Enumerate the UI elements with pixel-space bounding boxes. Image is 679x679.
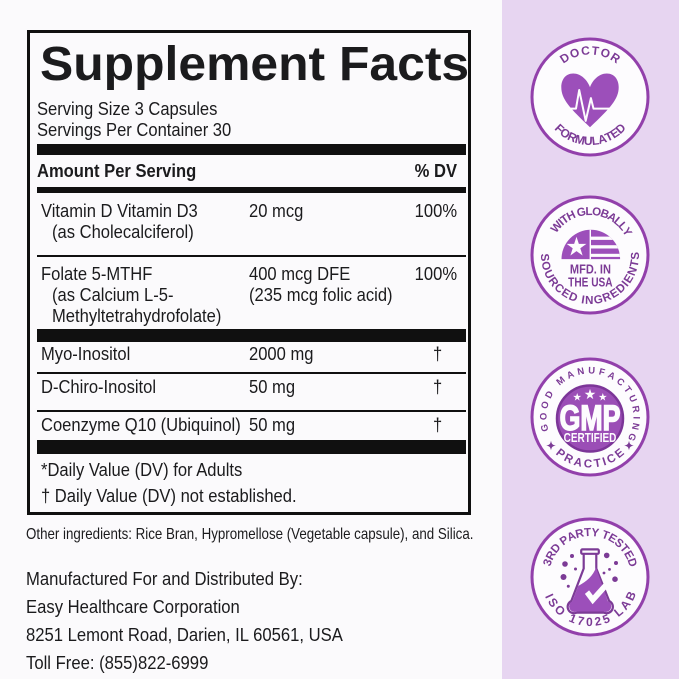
svg-text:G: G bbox=[576, 205, 587, 220]
svg-text:O: O bbox=[538, 413, 549, 421]
svg-text:I: I bbox=[619, 278, 631, 289]
svg-text:CERTIFIED: CERTIFIED bbox=[564, 432, 617, 445]
svg-text:D: D bbox=[625, 556, 640, 568]
svg-text:I: I bbox=[601, 455, 608, 468]
svg-text:THE USA: THE USA bbox=[568, 275, 613, 289]
svg-text:S: S bbox=[629, 252, 642, 260]
svg-text:A: A bbox=[596, 131, 609, 147]
svg-text:O: O bbox=[599, 44, 612, 60]
svg-text:MFD. IN: MFD. IN bbox=[570, 262, 611, 277]
svg-text:I: I bbox=[556, 216, 567, 228]
svg-text:A: A bbox=[606, 370, 617, 383]
svg-text:T: T bbox=[584, 526, 592, 539]
svg-text:U: U bbox=[626, 393, 639, 404]
svg-text:M: M bbox=[574, 131, 587, 147]
svg-text:B: B bbox=[599, 207, 611, 222]
svg-text:T: T bbox=[591, 43, 601, 58]
svg-text:O: O bbox=[538, 260, 553, 272]
svg-text:7: 7 bbox=[576, 614, 586, 629]
svg-text:N: N bbox=[576, 366, 585, 378]
svg-text:T: T bbox=[600, 528, 611, 543]
svg-text:C: C bbox=[580, 43, 590, 58]
svg-text:N: N bbox=[629, 422, 641, 431]
svg-text:I: I bbox=[580, 293, 585, 306]
svg-text:S: S bbox=[538, 253, 551, 262]
svg-text:3: 3 bbox=[541, 557, 556, 568]
svg-text:U: U bbox=[588, 365, 595, 376]
svg-text:Y: Y bbox=[591, 526, 600, 540]
svg-text:I: I bbox=[630, 416, 641, 419]
svg-text:O: O bbox=[568, 44, 581, 60]
svg-text:1: 1 bbox=[567, 611, 579, 627]
svg-text:G: G bbox=[593, 293, 604, 307]
svg-text:L: L bbox=[591, 133, 600, 148]
svg-text:C: C bbox=[583, 457, 593, 470]
svg-text:T: T bbox=[628, 259, 642, 268]
svg-text:0: 0 bbox=[586, 615, 593, 629]
svg-text:R: R bbox=[574, 526, 586, 541]
svg-text:L: L bbox=[585, 205, 592, 218]
svg-text:O: O bbox=[591, 205, 602, 219]
svg-text:A: A bbox=[572, 455, 584, 470]
svg-text:F: F bbox=[598, 366, 607, 378]
svg-text:GMP: GMP bbox=[560, 399, 621, 438]
svg-text:A: A bbox=[565, 369, 576, 382]
svg-text:D: D bbox=[543, 389, 556, 400]
svg-text:5: 5 bbox=[601, 611, 613, 627]
svg-text:O: O bbox=[539, 400, 552, 410]
svg-text:T: T bbox=[593, 456, 602, 470]
svg-text:R: R bbox=[629, 405, 641, 414]
svg-text:U: U bbox=[584, 133, 593, 147]
svg-text:I: I bbox=[542, 592, 556, 601]
svg-text:G: G bbox=[539, 423, 551, 433]
svg-text:T: T bbox=[621, 384, 633, 395]
svg-text:G: G bbox=[625, 431, 638, 442]
svg-text:N: N bbox=[585, 294, 594, 307]
svg-text:2: 2 bbox=[593, 614, 602, 629]
